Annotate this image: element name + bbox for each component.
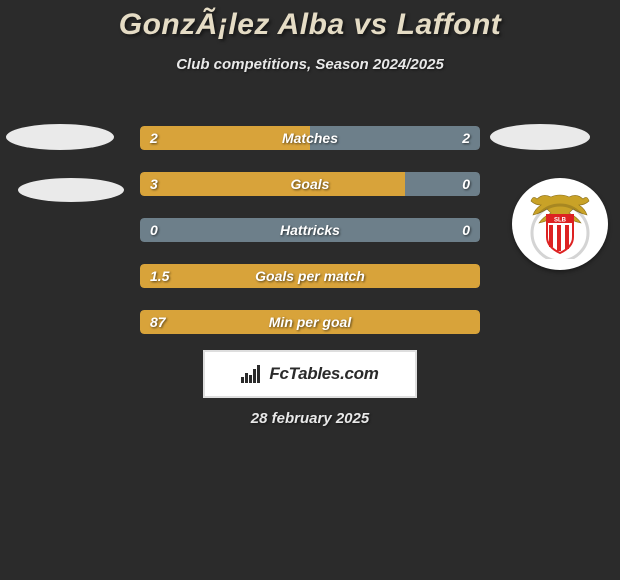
- stat-label: Min per goal: [140, 310, 480, 334]
- card-subtitle: Club competitions, Season 2024/2025: [0, 56, 620, 73]
- stat-row: 1.5Goals per match: [140, 264, 480, 288]
- placeholder-ellipse-left-1: [6, 124, 114, 150]
- placeholder-ellipse-right: [490, 124, 590, 150]
- svg-text:SLB: SLB: [554, 218, 567, 224]
- stat-row: 22Matches: [140, 126, 480, 150]
- stat-label: Matches: [140, 126, 480, 150]
- stats-area: 22Matches 30Goals 00Hattricks 1.5Goals per …: [140, 126, 480, 356]
- club-logo-right: SLB: [512, 178, 608, 270]
- stat-row: 30Goals: [140, 172, 480, 196]
- brand-text: FcTables.com: [269, 364, 378, 384]
- stat-label: Goals: [140, 172, 480, 196]
- stat-label: Hattricks: [140, 218, 480, 242]
- date-line: 28 february 2025: [0, 410, 620, 427]
- stat-row: 00Hattricks: [140, 218, 480, 242]
- bars-icon: [241, 365, 263, 383]
- stat-label: Goals per match: [140, 264, 480, 288]
- card-title: GonzÃ¡lez Alba vs Laffont: [0, 0, 620, 42]
- stat-row: 87Min per goal: [140, 310, 480, 334]
- benfica-shield-icon: SLB: [529, 189, 591, 259]
- comparison-card: GonzÃ¡lez Alba vs Laffont Club competiti…: [0, 0, 620, 450]
- placeholder-ellipse-left-2: [18, 178, 124, 202]
- brand-box[interactable]: FcTables.com: [203, 350, 417, 398]
